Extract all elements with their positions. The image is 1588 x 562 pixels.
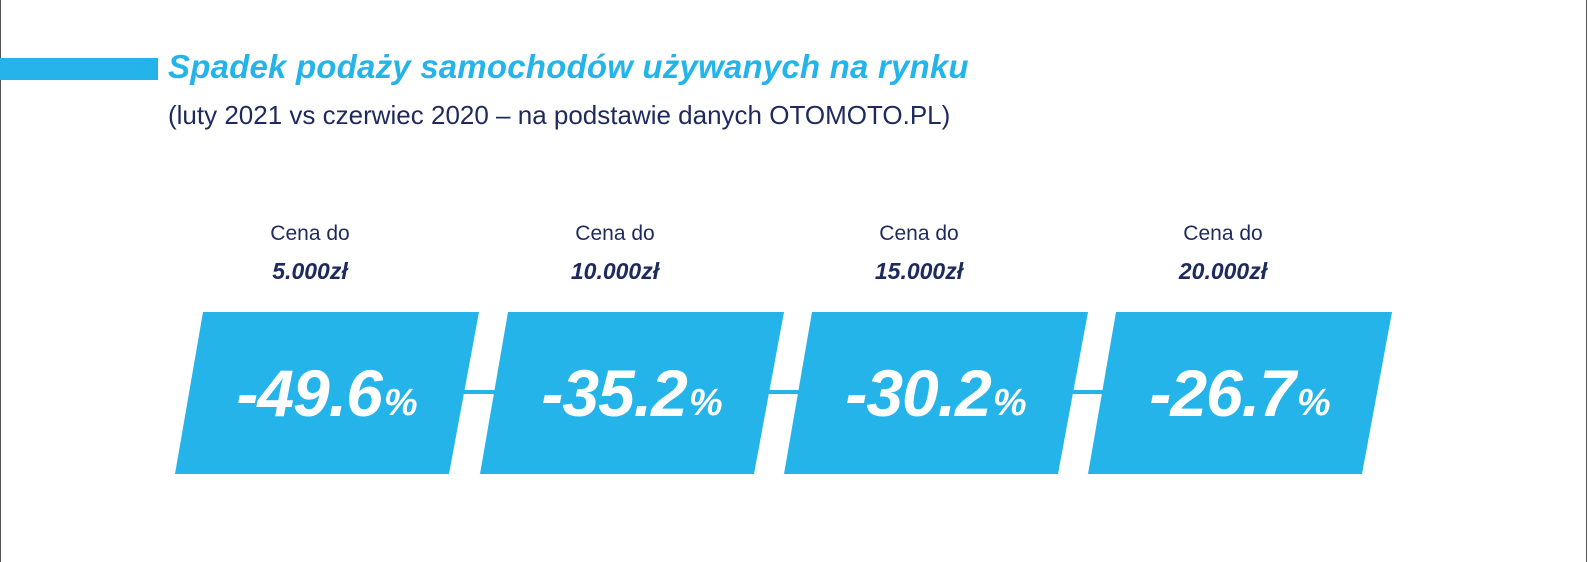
card-value-number: -35.2 — [541, 356, 687, 430]
card-value: -35.2% — [480, 312, 784, 474]
card-price: 5.000zł — [272, 258, 348, 284]
price-card-5000: Cena do 5.000zł -49.6% — [175, 222, 485, 478]
price-card-10000: Cena do 10.000zł -35.2% — [480, 222, 790, 478]
card-value-box: -26.7% — [1088, 312, 1392, 474]
card-value-box: -35.2% — [480, 312, 784, 474]
card-connector-1 — [460, 390, 500, 394]
card-value-box: -30.2% — [784, 312, 1088, 474]
card-value-unit: % — [1296, 382, 1331, 424]
card-label: Cena do — [879, 222, 959, 245]
card-connector-3 — [1068, 390, 1108, 394]
card-label: Cena do — [1183, 222, 1263, 245]
card-value-number: -26.7 — [1149, 356, 1295, 430]
card-value-unit: % — [688, 382, 723, 424]
page-border-right — [1586, 0, 1587, 562]
card-value-number: -49.6 — [236, 356, 382, 430]
card-value-number: -30.2 — [845, 356, 991, 430]
price-card-20000: Cena do 20.000zł -26.7% — [1088, 222, 1398, 478]
page-subtitle: (luty 2021 vs czerwiec 2020 – na podstaw… — [168, 100, 951, 130]
card-value-unit: % — [992, 382, 1027, 424]
card-price: 10.000zł — [570, 258, 660, 284]
price-card-15000: Cena do 15.000zł -30.2% — [784, 222, 1094, 478]
card-value-box: -49.6% — [175, 312, 479, 474]
card-value-unit: % — [383, 382, 418, 424]
card-price: 15.000zł — [874, 258, 964, 284]
title-accent-bar — [0, 58, 158, 80]
card-label: Cena do — [270, 222, 350, 245]
card-value: -30.2% — [784, 312, 1088, 474]
card-connector-2 — [764, 390, 804, 394]
card-value: -26.7% — [1088, 312, 1392, 474]
card-price: 20.000zł — [1178, 258, 1268, 284]
card-label: Cena do — [575, 222, 655, 245]
page-border-left — [0, 0, 1, 562]
card-value: -49.6% — [175, 312, 479, 474]
page-title: Spadek podaży samochodów używanych na ry… — [168, 48, 969, 85]
